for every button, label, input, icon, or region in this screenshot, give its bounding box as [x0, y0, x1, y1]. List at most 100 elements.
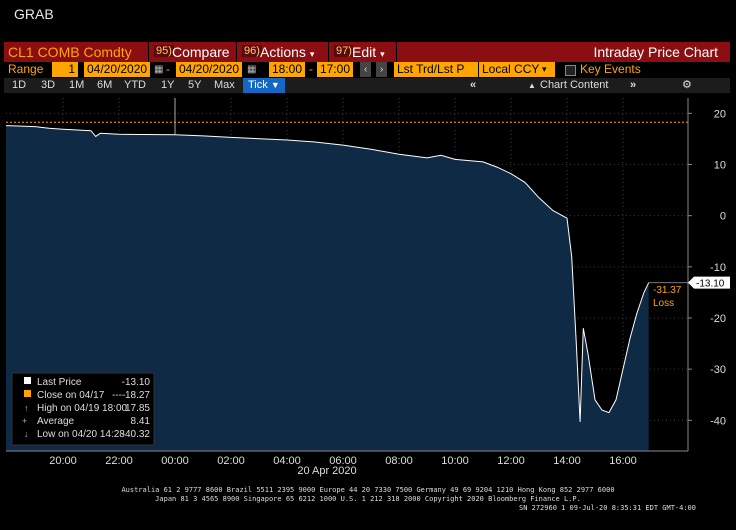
start-time-field[interactable]: 18:00: [269, 62, 306, 77]
edit-label: Edit: [352, 44, 377, 60]
footer-line-2: Japan 81 3 4565 8900 Singapore 65 6212 1…: [155, 495, 581, 503]
legend-value: 18.27: [125, 390, 150, 401]
legend-value: 17.85: [125, 403, 150, 414]
actions-label: Actions: [260, 44, 306, 60]
chart-content-toggle-icon[interactable]: ▲: [528, 81, 536, 90]
legend-swatch-close: [24, 390, 31, 397]
date-dash: -: [166, 62, 170, 76]
footer-line-3: SN 272960 1 09-Jul-20 8:35:31 EDT GMT-4:…: [518, 504, 696, 512]
legend-value: -40.32: [122, 429, 151, 440]
legend-dash: ----: [112, 390, 125, 401]
legend-label: Close on 04/17: [37, 390, 105, 401]
prev-arrow-icon[interactable]: ‹: [360, 62, 372, 77]
legend-value: 8.41: [131, 416, 151, 427]
period-6m[interactable]: 6M: [97, 79, 113, 91]
chevron-down-icon: ▾: [309, 49, 315, 59]
x-tick-label: 04:00: [273, 455, 301, 467]
calendar-icon[interactable]: ▦: [247, 64, 257, 75]
actions-button[interactable]: Actions ▾: [260, 44, 314, 60]
legend-label: Low on 04/20 14:28: [37, 429, 125, 440]
edit-num: 97): [334, 45, 354, 57]
legend-value: -13.10: [122, 377, 151, 388]
average-marker-icon: +: [22, 416, 27, 426]
x-tick-label: 12:00: [497, 455, 525, 467]
divider: [148, 42, 149, 62]
period-1m[interactable]: 1M: [69, 79, 85, 91]
next-arrow-icon[interactable]: ›: [376, 62, 388, 77]
legend-label: High on 04/19 18:00: [37, 403, 128, 414]
price-line: [5, 125, 650, 422]
compare-button[interactable]: Compare: [172, 44, 230, 60]
range-label: Range: [8, 62, 44, 76]
range-value[interactable]: 1: [52, 62, 78, 77]
period-max[interactable]: Max: [214, 79, 235, 91]
price-area: [6, 125, 649, 451]
x-tick-label: 06:00: [329, 455, 357, 467]
end-date-field[interactable]: 04/20/2020: [176, 62, 243, 77]
x-tick-label: 20:00: [49, 455, 77, 467]
x-axis-date: 20 Apr 2020: [297, 465, 356, 477]
calendar-icon[interactable]: ▦: [154, 64, 164, 75]
footer-line-1: Australia 61 2 9777 8600 Brazil 5511 239…: [121, 486, 615, 494]
legend-label: Last Price: [37, 377, 82, 388]
compare-num: 95): [154, 45, 174, 57]
period-ytd[interactable]: YTD: [124, 79, 146, 91]
legend-box: [11, 372, 155, 446]
period-3d[interactable]: 3D: [41, 79, 56, 91]
function-bar: CL1 COMB Comdty 95) Compare 96) Actions ▾…: [4, 42, 730, 62]
annotation-value: -31.37: [653, 285, 682, 296]
y-tick-label: 0: [720, 211, 726, 223]
last-price-tag: -13.10: [688, 276, 730, 290]
last-price-tag-value: -13.10: [696, 279, 725, 290]
key-events-label: Key Events: [580, 62, 641, 76]
legend-label: Average: [37, 416, 75, 427]
x-tick-label: 00:00: [161, 455, 189, 467]
low-marker-icon: ↓: [24, 429, 29, 439]
chevron-down-icon: ▾: [380, 49, 385, 59]
chevron-down-icon: ▼: [270, 80, 280, 90]
field-select-1[interactable]: Lst Trd/Lst P: [394, 62, 478, 77]
ticker-field[interactable]: CL1 COMB Comdty: [8, 44, 132, 60]
currency-label: Local CCY: [482, 62, 540, 76]
end-time-field[interactable]: 17:00: [317, 62, 354, 77]
time-dash: -: [309, 62, 313, 76]
edit-button[interactable]: Edit ▾: [352, 44, 385, 60]
high-marker-icon: ↑: [24, 403, 29, 413]
period-tick-selected[interactable]: Tick ▼: [243, 78, 285, 93]
period-5y[interactable]: 5Y: [188, 79, 202, 91]
x-tick-label: 10:00: [441, 455, 469, 467]
period-1d[interactable]: 1D: [12, 79, 27, 91]
divider: [328, 42, 329, 62]
y-tick-label: 10: [714, 160, 726, 172]
tick-label: Tick: [248, 79, 268, 91]
currency-select[interactable]: Local CCY: [479, 62, 555, 77]
collapse-left-icon[interactable]: «: [470, 79, 477, 91]
x-tick-label: 08:00: [385, 455, 413, 467]
y-tick-label: 20: [714, 108, 726, 120]
x-tick-label: 16:00: [609, 455, 637, 467]
y-tick-label: -20: [710, 313, 726, 325]
price-chart: 20 10 0 -10 -20 -30 -40 20:00 22:00 00:00 02:00 04…: [5, 98, 730, 477]
period-1y[interactable]: 1Y: [161, 79, 175, 91]
range-bar: Range 1 04/20/2020 ▦ - 04/20/2020 ▦ 18:0…: [4, 62, 730, 78]
x-tick-label: 02:00: [217, 455, 245, 467]
chart-content-button[interactable]: Chart Content: [540, 79, 609, 91]
divider: [396, 42, 397, 62]
annotation-label: Loss: [653, 298, 674, 309]
x-axis-ticks: 20:00 22:00 00:00 02:00 04:00 06:00 08:00 10:00…: [49, 455, 637, 467]
y-axis-ticks: 20 10 0 -10 -20 -30 -40: [688, 108, 726, 427]
period-bar: 1D 3D 1M 6M YTD 1Y 5Y Max Tick ▼ « ▲ Cha…: [4, 78, 730, 93]
divider: [236, 42, 237, 62]
gear-icon[interactable]: ⚙: [682, 79, 692, 91]
collapse-right-icon[interactable]: »: [630, 79, 637, 91]
footer-disclaimer: Australia 61 2 9777 8600 Brazil 5511 239…: [0, 486, 736, 513]
legend: Last Price -13.10 Close on 04/17 ---- 18…: [11, 372, 155, 446]
y-tick-label: -10: [710, 262, 726, 274]
x-tick-label: 22:00: [105, 455, 133, 467]
legend-swatch-last: [24, 377, 31, 384]
start-date-field[interactable]: 04/20/2020: [84, 62, 151, 77]
page-title: Intraday Price Chart: [593, 44, 719, 60]
key-events-checkbox[interactable]: [565, 65, 576, 80]
y-tick-label: -30: [710, 364, 726, 376]
actions-num: 96): [242, 45, 262, 57]
